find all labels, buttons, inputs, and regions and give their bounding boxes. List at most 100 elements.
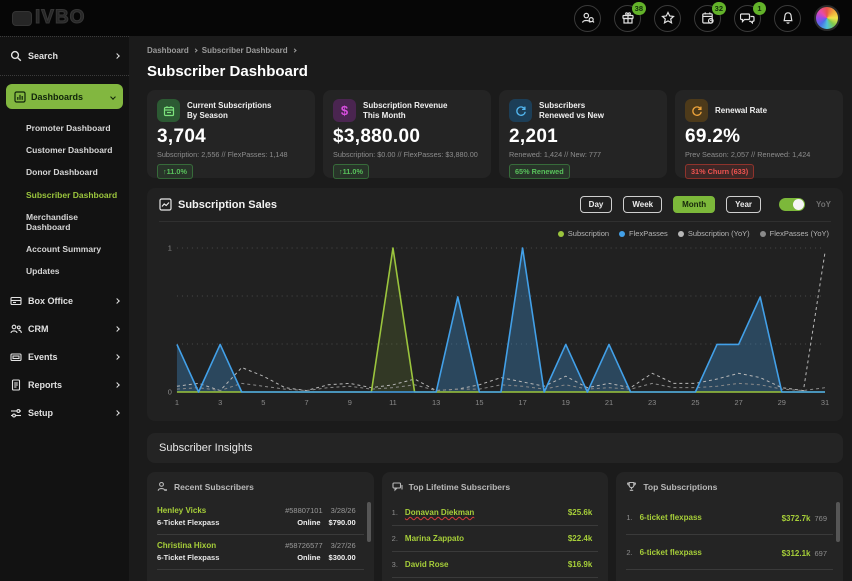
- notifications-button[interactable]: [774, 4, 801, 32]
- stat-card-subscription-revenue: $ Subscription Revenue This Month $3,880.…: [323, 90, 491, 179]
- subscription-name-link[interactable]: 6-ticket flexpass: [639, 512, 702, 522]
- sidebar-item-label: Dashboards: [31, 91, 84, 102]
- stat-detail: Renewed: 1,424 // New: 777: [509, 150, 602, 159]
- subscriber-name-link[interactable]: Henley Vicks: [157, 506, 207, 515]
- top-subscriptions-card: Top Subscriptions 1. 6-ticket flexpass $…: [616, 472, 843, 581]
- range-day-button[interactable]: Day: [579, 196, 613, 213]
- top-subscription-row: 2. 6-ticket flexpass $312.1k 697: [626, 535, 833, 570]
- gifts-button[interactable]: 38: [614, 1, 646, 32]
- svg-text:3: 3: [218, 398, 222, 407]
- subscriber-name-link[interactable]: Christina Hixon: [157, 541, 217, 550]
- sidebar-item-box-office[interactable]: Box Office: [6, 287, 123, 315]
- subscription-name-link[interactable]: 6-ticket flexpass: [639, 547, 702, 557]
- refresh-icon: [685, 99, 708, 122]
- box-office-icon: [10, 296, 22, 305]
- sidebar-item-updates[interactable]: Updates: [26, 266, 60, 277]
- stat-title: Subscribers Renewed vs New: [539, 100, 604, 120]
- rank: 1.: [391, 508, 398, 517]
- subscriber-name-link[interactable]: Marina Zappato: [404, 534, 465, 543]
- recent-subscriber-row: Christina Hixon 6-Ticket Flexpass #58726…: [157, 535, 364, 570]
- legend-subscription[interactable]: Subscription: [557, 229, 609, 238]
- scrollbar[interactable]: [836, 502, 840, 542]
- svg-text:1: 1: [168, 243, 172, 252]
- line-chart-icon: [159, 198, 172, 211]
- sidebar-item-customer-dashboard[interactable]: Customer Dashboard: [26, 145, 113, 156]
- top-subscription-row: 1. 6-ticket flexpass $372.7k 769: [626, 500, 833, 535]
- insights-cards: Recent Subscribers Henley Vicks 6-Ticket…: [147, 472, 843, 581]
- chevron-right-icon: [114, 381, 120, 388]
- sidebar-item-subscriber-dashboard[interactable]: Subscriber Dashboard: [26, 189, 118, 200]
- subscriptions-calendar-icon: [157, 99, 180, 122]
- subscriber-name-link[interactable]: Donavan Diekman: [404, 508, 475, 517]
- person-icon: [157, 481, 167, 491]
- card-title: Top Lifetime Subscribers: [408, 481, 511, 492]
- avatar[interactable]: [814, 5, 840, 31]
- setup-sliders-icon: [11, 408, 21, 417]
- navbar-actions: 38 32 1: [574, 1, 840, 32]
- sidebar-item-account-summary[interactable]: Account Summary: [26, 244, 102, 255]
- legend-dot: [677, 230, 684, 237]
- chevron-right-icon: [114, 353, 120, 360]
- scrollbar[interactable]: [366, 502, 371, 542]
- messages-badge: 1: [753, 1, 766, 15]
- chevron-down-icon: [110, 93, 116, 100]
- subscription-count: 697: [814, 549, 827, 558]
- svg-text:0: 0: [168, 387, 172, 396]
- range-month-button[interactable]: Month: [673, 196, 716, 213]
- bell-icon: [782, 12, 793, 24]
- trend-badge: ↑11.0%: [333, 164, 369, 179]
- sidebar-item-dashboards[interactable]: Dashboards: [6, 84, 123, 109]
- svg-text:23: 23: [648, 398, 656, 407]
- chevron-right-icon: [193, 48, 198, 53]
- svg-text:17: 17: [518, 398, 526, 407]
- sidebar-item-crm[interactable]: CRM: [6, 315, 123, 343]
- stat-detail: Prev Season: 2,057 // Renewed: 1,424: [685, 150, 811, 159]
- sidebar-item-donor-dashboard[interactable]: Donor Dashboard: [26, 167, 98, 178]
- lifetime-value: $16.9k: [567, 560, 593, 569]
- favorites-button[interactable]: [654, 4, 681, 32]
- legend-subscription-yoy[interactable]: Subscription (YoY): [677, 229, 750, 238]
- subscription-value: $372.7k: [781, 514, 811, 523]
- stat-detail: Subscription: $0.00 // FlexPasses: $3,88…: [333, 150, 478, 159]
- subscription-value: $312.1k: [781, 549, 811, 558]
- sidebar-item-promoter-dashboard[interactable]: Promoter Dashboard: [26, 123, 111, 133]
- breadcrumb-subscriber-dashboard[interactable]: Subscriber Dashboard: [201, 46, 288, 55]
- sidebar-item-setup[interactable]: Setup: [6, 399, 123, 427]
- messages-button[interactable]: 1: [734, 1, 766, 32]
- sidebar-item-merchandise-dashboard[interactable]: Merchandise Dashboard: [26, 211, 78, 232]
- subscriber-name-link[interactable]: David Rose: [404, 560, 449, 569]
- logo[interactable]: IVBO: [12, 7, 85, 29]
- calendar-button[interactable]: 32: [694, 1, 726, 32]
- chat-bubbles-icon: [740, 13, 755, 25]
- legend-flexpasses-yoy[interactable]: FlexPasses (YoY): [759, 229, 829, 238]
- stat-detail: Subscription: 2,556 // FlexPasses: 1,148: [157, 150, 288, 159]
- trend-badge: ↑11.0%: [157, 164, 193, 179]
- churn-badge: 31% Churn (633): [685, 164, 755, 179]
- search-icon: [10, 50, 22, 62]
- sidebar-search[interactable]: Search: [0, 37, 129, 76]
- range-week-button[interactable]: Week: [623, 196, 663, 213]
- recent-subscriber-row: Henley Vicks 6-Ticket Flexpass #58807101…: [157, 500, 364, 535]
- yoy-toggle-label: YoY: [816, 200, 831, 209]
- subscription-sales-card: Subscription Sales Day Week Month Year Y…: [147, 188, 843, 421]
- stat-card-renewed-vs-new: Subscribers Renewed vs New 2,201 Renewed:…: [499, 90, 667, 179]
- sidebar-item-reports[interactable]: Reports: [6, 371, 123, 399]
- subscriber-package: 6-Ticket Flexpass: [157, 518, 220, 527]
- calendar-icon: [701, 12, 714, 24]
- range-year-button[interactable]: Year: [726, 196, 762, 213]
- customer-search-button[interactable]: [574, 4, 601, 32]
- yoy-toggle[interactable]: [779, 198, 806, 211]
- sidebar-item-events[interactable]: Events: [6, 343, 123, 371]
- stat-title: Current Subscriptions By Season: [187, 100, 272, 120]
- card-title: Recent Subscribers: [174, 481, 254, 492]
- subscriber-insights-header: Subscriber Insights: [147, 433, 843, 463]
- sidebar-nav: Dashboards Promoter Dashboard Customer D…: [0, 76, 129, 435]
- legend-flexpasses[interactable]: FlexPasses: [619, 229, 668, 238]
- main-content: Dashboard Subscriber Dashboard Subscribe…: [129, 36, 852, 581]
- sidebar-item-label: Reports: [28, 379, 63, 390]
- reports-icon: [11, 378, 21, 391]
- dollar-icon: $: [333, 99, 356, 122]
- gift-icon: [621, 12, 634, 24]
- sidebar-item-label: Setup: [28, 407, 54, 418]
- breadcrumb-dashboard[interactable]: Dashboard: [147, 46, 189, 55]
